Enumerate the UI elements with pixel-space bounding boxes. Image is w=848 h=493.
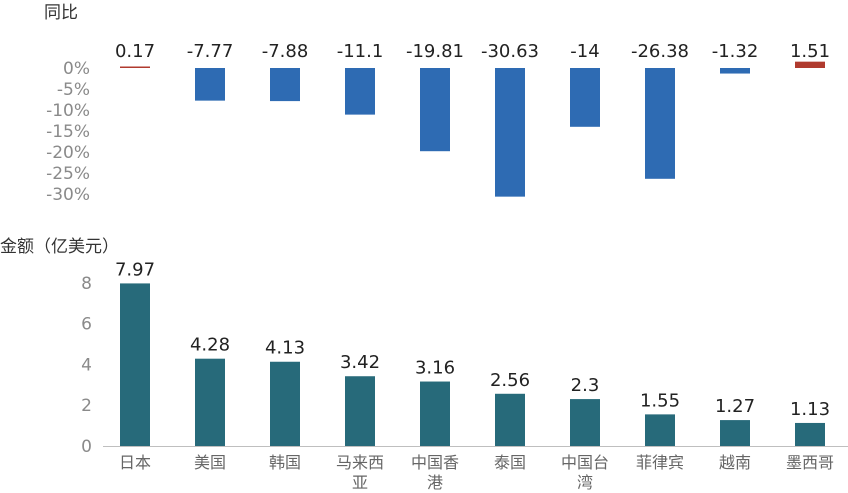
yoy-bar	[420, 68, 450, 152]
yoy-bar	[120, 66, 150, 68]
yoy-data-label: -1.32	[712, 41, 759, 62]
amount-data-label: 7.97	[115, 259, 155, 280]
amount-data-label: 1.27	[715, 396, 755, 417]
amount-bar	[345, 376, 375, 446]
yoy-data-label: -7.77	[187, 41, 234, 62]
x-category-label: 美国	[194, 453, 226, 472]
yoy-data-label: -30.63	[481, 41, 539, 62]
x-category-label: 菲律宾	[636, 453, 684, 472]
amount-bar	[420, 381, 450, 446]
yoy-change-chart: 0%-5%-10%-15%-20%-25%-30% 0.17 -7.77 -7.88 -…	[46, 41, 830, 205]
top-y-tick-label: -30%	[46, 185, 90, 205]
top-y-tick-label: -20%	[46, 143, 90, 163]
amount-bar	[120, 283, 150, 446]
top-y-tick-label: 0%	[63, 59, 90, 79]
amount-bar	[645, 414, 675, 446]
amount-bar	[195, 358, 225, 446]
yoy-bar	[720, 68, 750, 74]
yoy-bar	[195, 68, 225, 101]
bottom-chart-y-axis-title: 金额（亿美元）	[0, 237, 119, 257]
yoy-bar	[345, 68, 375, 115]
yoy-bar	[570, 68, 600, 127]
x-category-label: 越南	[719, 453, 751, 472]
top-y-tick-label: -10%	[46, 101, 90, 121]
amount-data-label: 2.3	[571, 375, 600, 396]
top-y-tick-label: -25%	[46, 164, 90, 184]
x-category-label: 中国台湾	[561, 453, 609, 492]
amount-bar	[720, 420, 750, 446]
yoy-bar	[495, 68, 525, 197]
amount-data-label: 1.13	[790, 399, 830, 420]
top-y-tick-label: -15%	[46, 122, 90, 142]
bottom-y-tick-label: 2	[81, 396, 92, 416]
amount-bar	[495, 393, 525, 446]
x-category-label: 韩国	[269, 453, 301, 472]
yoy-data-label: -26.38	[631, 41, 689, 62]
yoy-data-label: -14	[570, 41, 599, 62]
amount-data-label: 2.56	[490, 370, 530, 391]
bottom-y-tick-label: 6	[81, 315, 92, 335]
x-category-label: 日本	[119, 453, 151, 472]
amount-data-label: 4.13	[265, 338, 305, 359]
yoy-bar	[645, 68, 675, 179]
top-y-tick-label: -5%	[57, 80, 90, 100]
amount-data-label: 1.55	[640, 390, 680, 411]
amount-data-label: 3.16	[415, 358, 455, 379]
amount-bar	[270, 361, 300, 446]
x-category-label: 马来西亚	[336, 453, 384, 492]
bottom-y-tick-label: 8	[81, 274, 92, 294]
amount-data-label: 4.28	[190, 335, 230, 356]
amount-data-label: 3.42	[340, 352, 380, 373]
x-category-label: 中国香港	[411, 453, 459, 492]
yoy-data-label: 0.17	[115, 41, 155, 62]
bottom-y-tick-label: 4	[81, 355, 92, 375]
yoy-data-label: -11.1	[337, 41, 384, 62]
yoy-bar	[795, 61, 825, 68]
bottom-y-tick-label: 0	[81, 437, 92, 457]
yoy-bar	[270, 68, 300, 102]
amount-chart: 8 6 4 2 0 7.97 日本 4.28 美国 4.13 韩国 3.42 马来西亚 3.16 中国香港 2…	[81, 259, 848, 492]
amount-bar	[570, 399, 600, 446]
top-chart-y-axis-title: 同比	[44, 3, 78, 23]
yoy-data-label: 1.51	[790, 41, 830, 62]
yoy-data-label: -19.81	[406, 41, 464, 62]
amount-bar	[795, 422, 825, 446]
yoy-data-label: -7.88	[262, 41, 309, 62]
x-category-label: 墨西哥	[786, 453, 834, 472]
x-category-label: 泰国	[494, 453, 526, 472]
